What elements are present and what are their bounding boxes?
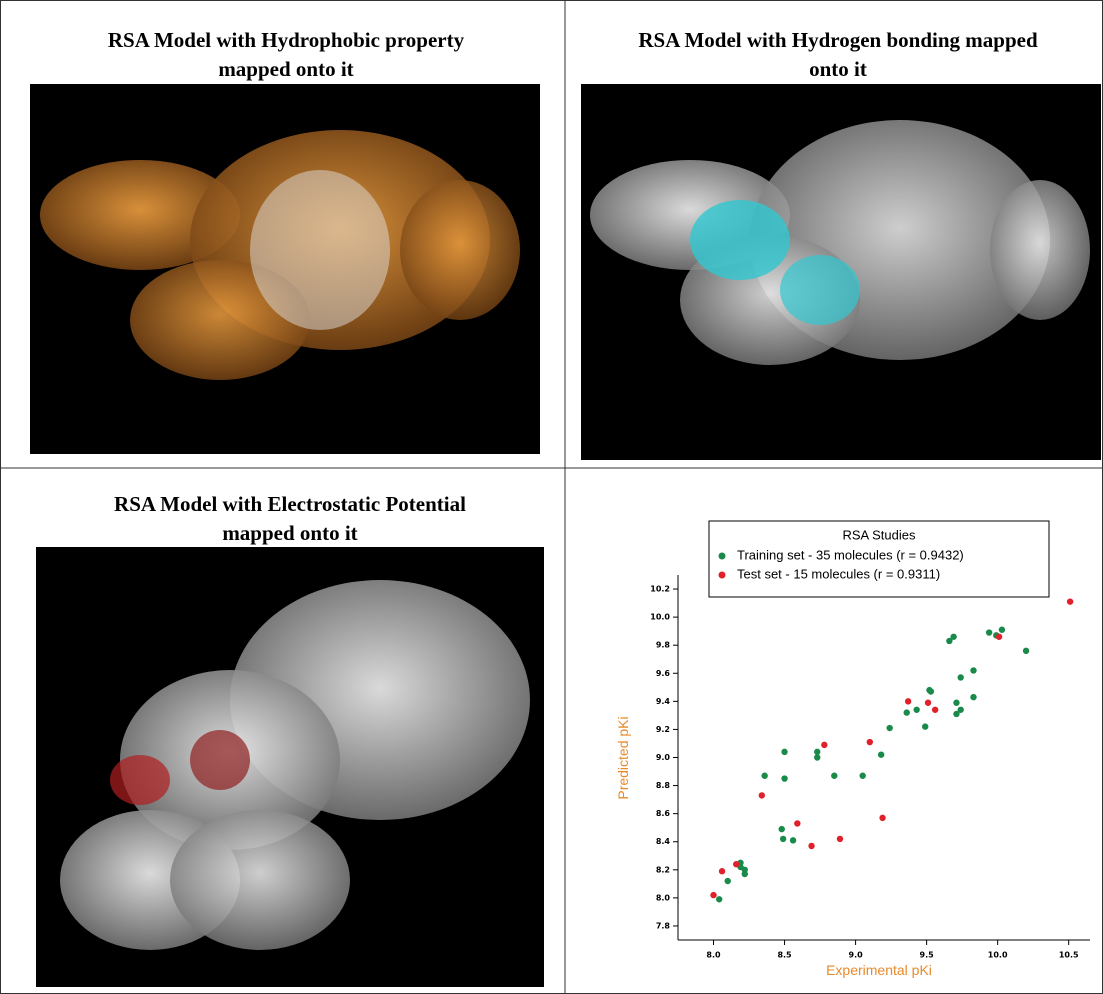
x-tick-label: 9.0 xyxy=(849,951,864,960)
x-tick-label: 8.5 xyxy=(777,951,792,960)
scatter-point xyxy=(958,707,964,713)
scatter-point xyxy=(999,627,1005,633)
scatter-point xyxy=(710,892,716,898)
scatter-point xyxy=(781,749,787,755)
scatter-point xyxy=(779,826,785,832)
y-tick-label: 9.0 xyxy=(656,753,671,762)
scatter-point xyxy=(886,725,892,731)
scatter-point xyxy=(837,836,843,842)
panel-title: RSA Model with Hydrogen bonding mapped xyxy=(638,28,1038,52)
panel-title: RSA Model with Hydrophobic property xyxy=(108,28,465,52)
scatter-point xyxy=(879,815,885,821)
scatter-point xyxy=(922,723,928,729)
molecule-image xyxy=(36,547,544,987)
y-tick-label: 9.4 xyxy=(656,697,671,706)
scatter-point xyxy=(913,707,919,713)
scatter-point xyxy=(905,698,911,704)
scatter-point xyxy=(1023,648,1029,654)
scatter-point xyxy=(794,820,800,826)
panel-title: mapped onto it xyxy=(222,521,357,545)
scatter-point xyxy=(790,837,796,843)
scatter-point xyxy=(780,836,786,842)
scatter-point xyxy=(904,709,910,715)
scatter-point xyxy=(781,775,787,781)
y-tick-label: 9.2 xyxy=(656,725,670,734)
y-tick-label: 8.2 xyxy=(656,865,670,874)
x-tick-label: 10.5 xyxy=(1059,951,1079,960)
x-tick-label: 9.5 xyxy=(920,951,935,960)
scatter-point xyxy=(759,792,765,798)
y-tick-label: 8.8 xyxy=(656,781,671,790)
scatter-point xyxy=(1067,598,1073,604)
molecule-image xyxy=(30,84,540,454)
scatter-point xyxy=(821,742,827,748)
scatter-point xyxy=(986,629,992,635)
scatter-point xyxy=(719,868,725,874)
legend-label: Test set - 15 molecules (r = 0.9311) xyxy=(737,566,940,581)
scatter-point xyxy=(996,634,1002,640)
x-tick-label: 8.0 xyxy=(706,951,721,960)
scatter-point xyxy=(814,749,820,755)
scatter-point xyxy=(859,773,865,779)
scatter-point xyxy=(928,688,934,694)
y-axis-label: Predicted pKi xyxy=(615,716,631,799)
scatter-point xyxy=(867,739,873,745)
scatter-point xyxy=(925,700,931,706)
scatter-point xyxy=(932,707,938,713)
molecule-image xyxy=(581,84,1101,460)
scatter-point xyxy=(950,634,956,640)
scatter-point xyxy=(878,751,884,757)
legend-marker xyxy=(719,553,726,560)
figure: RSA Model with Hydrophobic property mapp… xyxy=(0,0,1103,994)
scatter-point xyxy=(742,871,748,877)
y-tick-label: 7.8 xyxy=(656,921,671,930)
scatter-point xyxy=(725,878,731,884)
panel-title: onto it xyxy=(809,57,867,81)
scatter-point xyxy=(761,773,767,779)
scatter-point xyxy=(808,843,814,849)
scatter-point xyxy=(733,861,739,867)
scatter-point xyxy=(970,694,976,700)
scatter-point xyxy=(953,700,959,706)
x-tick-label: 10.0 xyxy=(988,951,1008,960)
y-tick-label: 9.6 xyxy=(656,669,671,678)
scatter-point xyxy=(831,773,837,779)
y-tick-label: 8.4 xyxy=(656,837,671,846)
x-axis-label: Experimental pKi xyxy=(826,962,932,978)
scatter-point xyxy=(814,754,820,760)
scatter-point xyxy=(958,674,964,680)
scatter-point xyxy=(970,667,976,673)
y-tick-label: 8.0 xyxy=(656,893,671,902)
legend-marker xyxy=(719,572,726,579)
legend-title: RSA Studies xyxy=(843,527,916,542)
panel-title: mapped onto it xyxy=(218,57,353,81)
scatter-point xyxy=(716,896,722,902)
panel-title: RSA Model with Electrostatic Potential xyxy=(114,492,466,516)
y-tick-label: 9.8 xyxy=(656,641,671,650)
y-tick-label: 10.2 xyxy=(650,585,670,594)
legend-label: Training set - 35 molecules (r = 0.9432) xyxy=(737,547,964,562)
y-tick-label: 10.0 xyxy=(650,613,670,622)
y-tick-label: 8.6 xyxy=(656,809,671,818)
